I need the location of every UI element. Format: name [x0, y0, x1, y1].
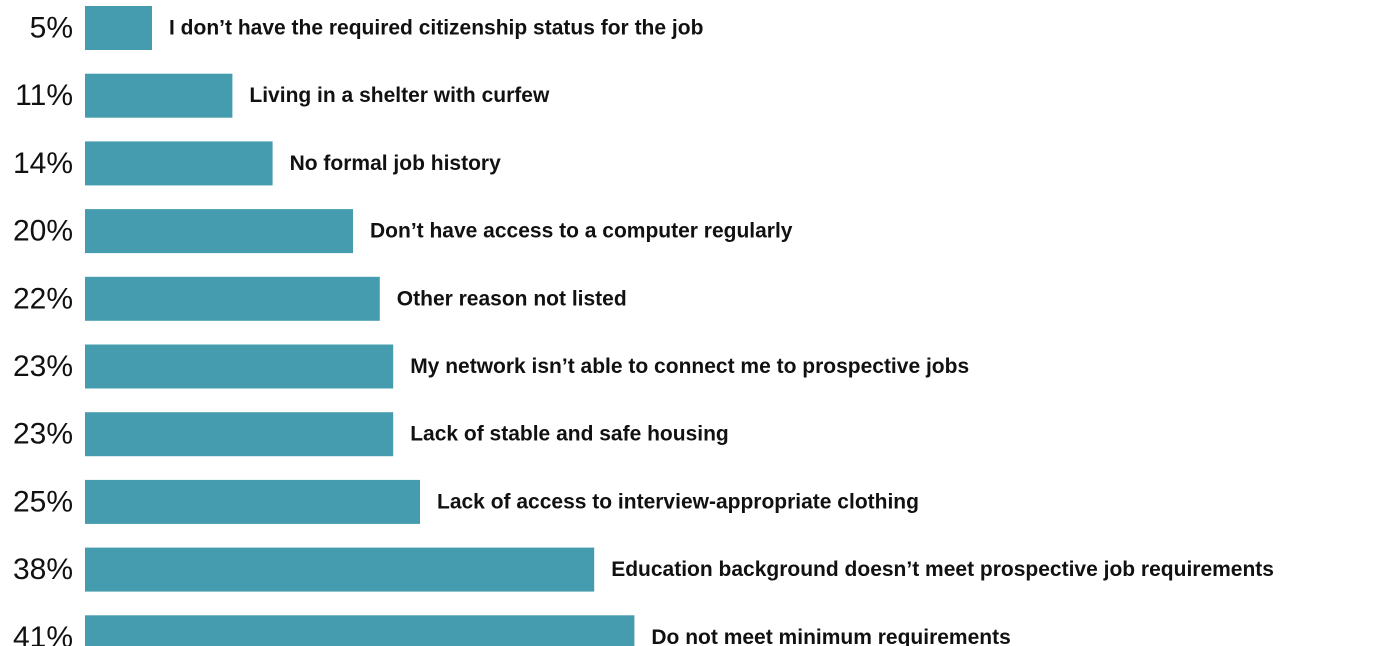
bar: [85, 412, 394, 457]
bar: [85, 479, 420, 524]
bar: [85, 73, 233, 118]
value-label: 20%: [13, 215, 73, 248]
bar: [85, 6, 152, 50]
category-label: Education background doesn’t meet prospe…: [611, 558, 1274, 581]
bar: [85, 344, 394, 389]
value-label: 14%: [13, 147, 73, 180]
category-label: I don’t have the required citizenship st…: [169, 17, 703, 40]
category-label: No formal job history: [290, 152, 502, 175]
value-label: 11%: [15, 79, 73, 112]
bar: [85, 547, 595, 592]
bar: [85, 615, 635, 646]
value-label: 23%: [13, 418, 73, 451]
category-label: My network isn’t able to connect me to p…: [410, 355, 969, 378]
category-label: Lack of access to interview-appropriate …: [437, 490, 919, 513]
value-label: 41%: [13, 621, 73, 646]
value-label: 38%: [13, 553, 73, 586]
category-label: Do not meet minimum requirements: [651, 626, 1010, 646]
bar: [85, 209, 353, 254]
category-label: Other reason not listed: [397, 287, 627, 310]
bar: [85, 141, 273, 186]
bar: [85, 276, 380, 321]
value-label: 5%: [30, 12, 73, 45]
value-label: 22%: [13, 282, 73, 315]
category-label: Don’t have access to a computer regularl…: [370, 220, 793, 243]
value-label: 23%: [13, 350, 73, 383]
category-label: Living in a shelter with curfew: [249, 84, 550, 107]
value-label: 25%: [13, 485, 73, 518]
category-label: Lack of stable and safe housing: [410, 423, 729, 446]
